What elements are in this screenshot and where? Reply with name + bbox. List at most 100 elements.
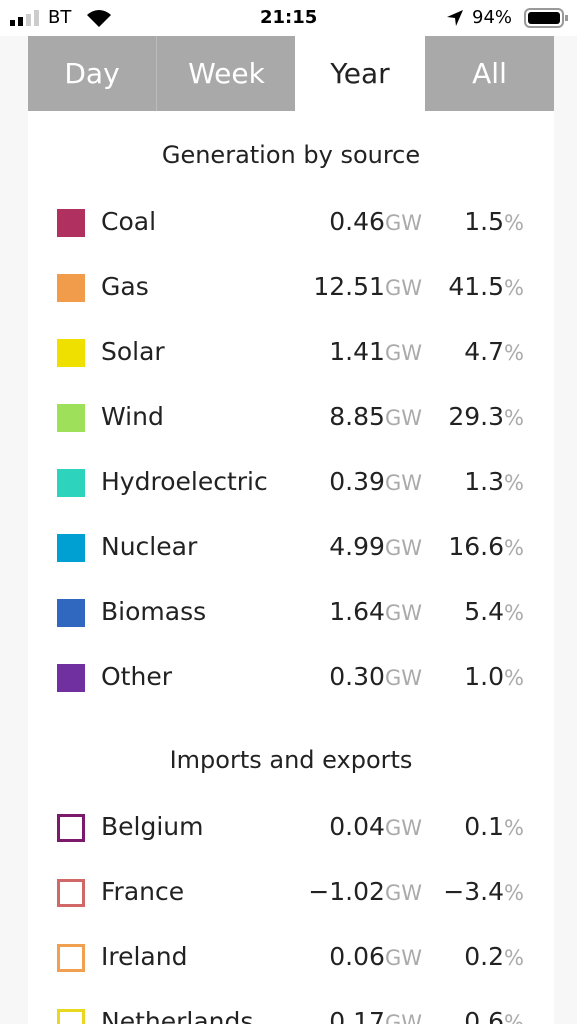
source-name: Belgium — [101, 812, 204, 841]
source-row: Ireland 0.06GW 0.2% — [28, 938, 554, 978]
share-value: 1.0% — [464, 662, 524, 691]
source-name: Biomass — [101, 597, 207, 626]
share-number: 0.2 — [464, 942, 505, 971]
section-title: Imports and exports — [169, 746, 413, 774]
percent-unit: % — [504, 536, 524, 560]
color-swatch — [57, 879, 85, 907]
percent-unit: % — [504, 1011, 524, 1024]
share-value: 5.4% — [464, 597, 524, 626]
tab[interactable]: Year — [295, 36, 425, 111]
percent-unit: % — [504, 276, 524, 300]
power-value: −1.02GW — [308, 877, 422, 906]
source-row: Hydroelectric 0.39GW 1.3% — [28, 463, 554, 503]
source-row: Nuclear 4.99GW 16.6% — [28, 528, 554, 568]
power-number: 0.30 — [329, 662, 385, 691]
power-value: 0.06GW — [329, 942, 422, 971]
share-number: 0.6 — [464, 1007, 505, 1024]
power-number: 1.41 — [329, 337, 385, 366]
share-number: 1.3 — [464, 467, 505, 496]
color-swatch — [57, 534, 85, 562]
source-name: Solar — [101, 337, 165, 366]
color-swatch — [57, 274, 85, 302]
share-value: 0.2% — [464, 942, 524, 971]
source-name: Netherlands — [101, 1007, 254, 1024]
share-value: 1.3% — [464, 467, 524, 496]
tab[interactable]: All — [425, 36, 554, 111]
source-row: Wind 8.85GW 29.3% — [28, 398, 554, 438]
color-swatch — [57, 339, 85, 367]
power-value: 1.41GW — [329, 337, 422, 366]
share-number: 41.5 — [448, 272, 505, 301]
share-value: 29.3% — [448, 402, 524, 431]
battery-icon — [524, 8, 568, 28]
percent-unit: % — [504, 816, 524, 840]
color-swatch — [57, 944, 85, 972]
source-name: Hydroelectric — [101, 467, 268, 496]
percent-unit: % — [504, 881, 524, 905]
power-value: 0.04GW — [329, 812, 422, 841]
power-unit: GW — [384, 816, 422, 840]
percent-unit: % — [504, 471, 524, 495]
source-name: Coal — [101, 207, 157, 236]
source-name: France — [101, 877, 185, 906]
power-number: 1.64 — [329, 597, 385, 626]
share-value: 1.5% — [464, 207, 524, 236]
color-swatch — [57, 404, 85, 432]
share-value: 16.6% — [448, 532, 524, 561]
status-bar: BT 21:15 94% — [0, 0, 577, 36]
share-number: 5.4 — [464, 597, 505, 626]
wifi-icon — [87, 10, 111, 27]
power-value: 8.85GW — [329, 402, 422, 431]
percent-unit: % — [504, 946, 524, 970]
power-value: 0.39GW — [329, 467, 422, 496]
source-name: Gas — [101, 272, 149, 301]
power-value: 0.46GW — [329, 207, 422, 236]
power-number: 0.46 — [329, 207, 385, 236]
source-row: Belgium 0.04GW 0.1% — [28, 808, 554, 848]
power-number: 12.51 — [313, 272, 385, 301]
signal-icon — [10, 10, 39, 26]
location-icon — [447, 10, 463, 26]
share-value: 0.1% — [464, 812, 524, 841]
color-swatch — [57, 1009, 85, 1024]
power-number: 0.04 — [329, 812, 385, 841]
source-row: France −1.02GW −3.4% — [28, 873, 554, 913]
share-number: 1.5 — [464, 207, 505, 236]
power-number: 4.99 — [329, 532, 385, 561]
section-title: Generation by source — [161, 141, 421, 169]
tab[interactable]: Week — [156, 36, 296, 111]
tab[interactable]: Day — [28, 36, 156, 111]
power-unit: GW — [384, 276, 422, 300]
battery-level: 94% — [472, 7, 513, 28]
share-number: −3.4 — [443, 877, 505, 906]
card: Day Week Year All Generation by source Coal 0.… — [28, 36, 554, 1024]
power-unit: GW — [384, 406, 422, 430]
power-value: 12.51GW — [313, 272, 422, 301]
share-number: 4.7 — [464, 337, 505, 366]
power-unit: GW — [384, 881, 422, 905]
share-number: 1.0 — [464, 662, 505, 691]
source-row: Netherlands 0.17GW 0.6% — [28, 1003, 554, 1024]
source-name: Other — [101, 662, 172, 691]
power-value: 0.30GW — [329, 662, 422, 691]
source-name: Ireland — [101, 942, 188, 971]
power-unit: GW — [384, 341, 422, 365]
power-number: 8.85 — [329, 402, 385, 431]
share-number: 0.1 — [464, 812, 505, 841]
carrier: BT — [48, 7, 72, 28]
power-number: −1.02 — [308, 877, 385, 906]
power-value: 1.64GW — [329, 597, 422, 626]
color-swatch — [57, 664, 85, 692]
power-unit: GW — [384, 1011, 422, 1024]
power-number: 0.06 — [329, 942, 385, 971]
power-value: 0.17GW — [329, 1007, 422, 1024]
source-name: Wind — [101, 402, 164, 431]
share-number: 16.6 — [448, 532, 505, 561]
power-unit: GW — [384, 536, 422, 560]
share-value: 4.7% — [464, 337, 524, 366]
power-unit: GW — [384, 601, 422, 625]
percent-unit: % — [504, 211, 524, 235]
color-swatch — [57, 814, 85, 842]
percent-unit: % — [504, 666, 524, 690]
